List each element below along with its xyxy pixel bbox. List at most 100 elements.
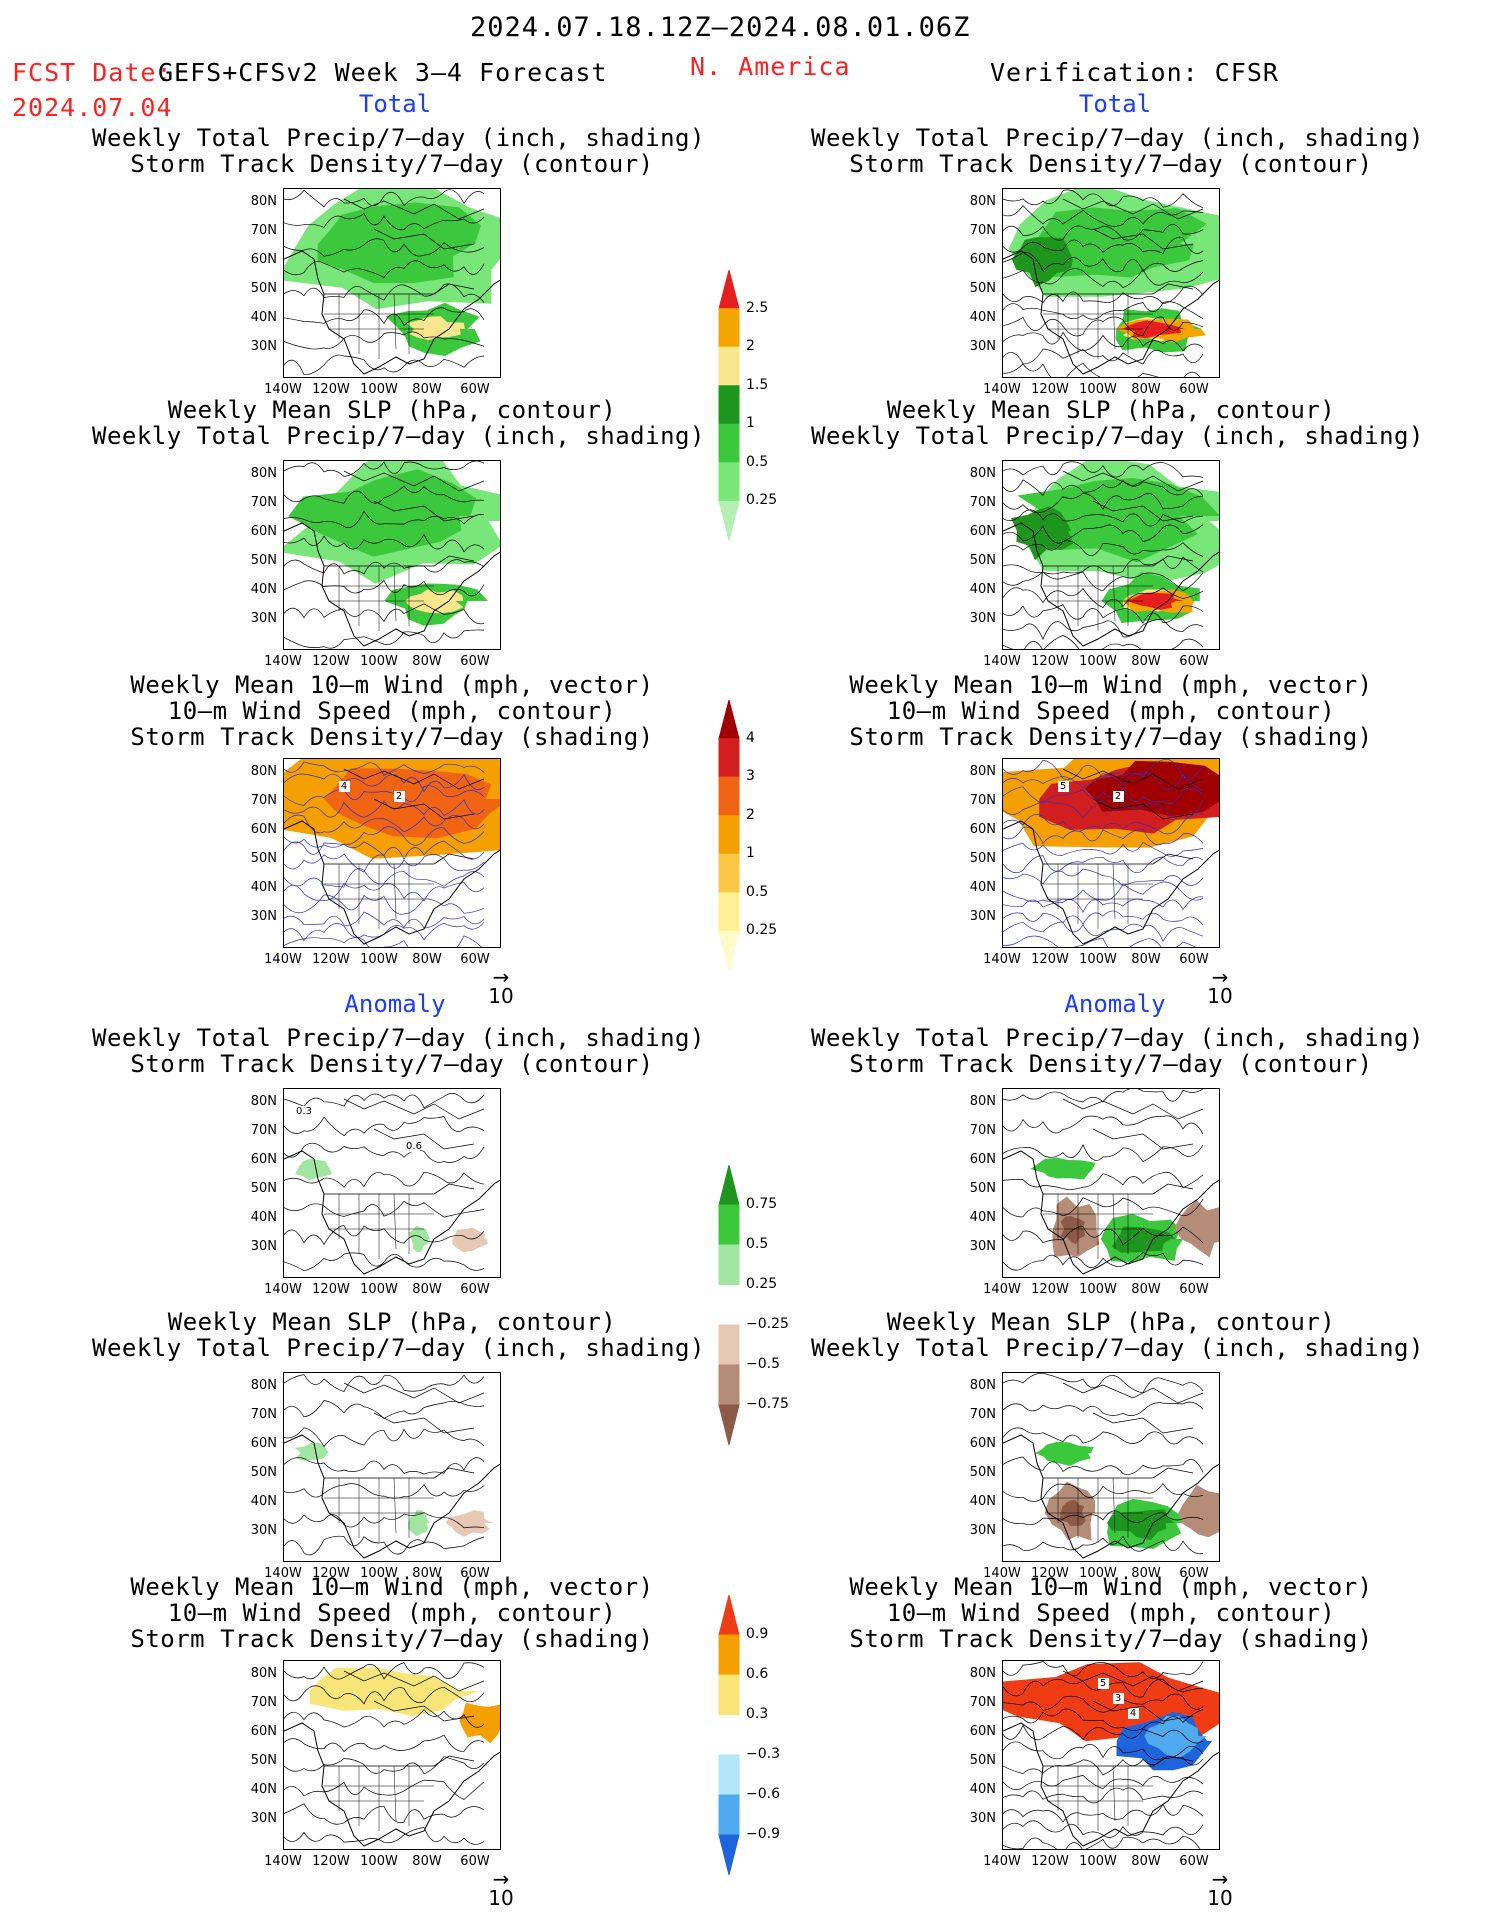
anom-contour — [1003, 1456, 1204, 1475]
colorbar-segment — [718, 1594, 740, 1636]
wind-contour — [284, 799, 485, 818]
panel-title-line: Weekly Total Precip/7–day (inch, shading… — [811, 422, 1424, 450]
panel-title-line: Weekly Total Precip/7–day (inch, shading… — [92, 124, 705, 152]
colorbar-segment — [718, 1164, 740, 1206]
anom-dry-east — [1178, 1484, 1219, 1538]
panel-title-line: Weekly Total Precip/7–day (inch, shading… — [92, 1024, 705, 1052]
lon-tick-label: 100W — [360, 1854, 398, 1869]
vector-reference-arrow-icon: → — [1211, 1867, 1229, 1891]
storm-contour — [284, 533, 485, 553]
lat-tick-label: 60N — [969, 252, 996, 267]
anom-contour — [284, 1225, 485, 1246]
anom-contour — [284, 1709, 485, 1728]
colorbar-segment — [718, 423, 740, 464]
lon-tick-label: 100W — [1079, 1854, 1117, 1869]
wind-contour — [284, 894, 485, 915]
storm-contour — [284, 238, 485, 257]
lat-tick-label: 80N — [969, 1378, 996, 1393]
state-borders — [324, 565, 434, 631]
colorbar-label: −0.25 — [746, 1316, 789, 1332]
anom-contour — [1003, 1787, 1204, 1804]
section-total-left: Total — [358, 90, 432, 118]
anom-dry — [445, 1510, 493, 1537]
anom-contour — [1003, 1510, 1204, 1526]
colorbar-storm-total: 4 3 2 1 0.5 0.25 — [718, 698, 777, 976]
panel-title-line: Weekly Mean SLP (hPa, contour) — [167, 1308, 617, 1336]
storm-contour — [1003, 331, 1204, 352]
lat-tick-label: 80N — [250, 1094, 277, 1109]
anom-contour — [1003, 1115, 1204, 1135]
lat-tick-label: 60N — [250, 822, 277, 837]
contour-label-bg — [409, 1141, 420, 1152]
colorbar-label: 0.5 — [746, 453, 769, 470]
lat-tick-label: 40N — [250, 1494, 277, 1509]
anom-contour — [284, 1200, 485, 1218]
lon-tick-label: 100W — [360, 382, 398, 397]
lat-tick-label: 80N — [969, 466, 996, 481]
map-svg: 0.3 0.6 — [284, 1089, 500, 1277]
wind-contour — [284, 785, 485, 806]
state-borders — [1043, 863, 1153, 929]
colorbar-precip-total: 2.5 2 1.5 1 0.5 0.25 — [718, 268, 777, 546]
lon-tick-label: 140W — [983, 952, 1021, 967]
anom-wet-2 — [408, 1225, 430, 1252]
storm-contour — [1003, 635, 1204, 649]
panel-title-line: Weekly Mean 10–m Wind (mph, vector) — [849, 1573, 1373, 1601]
colorbar-label: 2 — [746, 806, 755, 823]
anom-contour — [284, 1535, 485, 1556]
lat-tick-label: 70N — [969, 223, 996, 238]
map-svg: 52 — [1003, 759, 1219, 947]
anom-contour — [1003, 1089, 1204, 1103]
contour-label-bg — [1113, 1693, 1124, 1704]
storm-contour — [1003, 619, 1204, 640]
anom-wet-strong — [1107, 1509, 1175, 1541]
lon-tick-label: 60W — [460, 1854, 490, 1869]
anom-contour — [1003, 1820, 1204, 1838]
storm-contour — [1003, 224, 1204, 241]
anom-contour — [1003, 1708, 1204, 1731]
map-svg: 534 — [1003, 1661, 1219, 1849]
storm-shade-3 — [1085, 760, 1219, 817]
lat-tick-label: 40N — [969, 582, 996, 597]
lat-tick-label: 40N — [250, 880, 277, 895]
lat-tick-label: 30N — [250, 1523, 277, 1538]
storm-contour — [284, 485, 485, 504]
panel-title-line: Weekly Total Precip/7–day (inch, shading… — [811, 1024, 1424, 1052]
vector-reference-arrow-icon: → — [1211, 965, 1229, 989]
map-plot — [283, 1372, 501, 1562]
colorbar-label: 0.25 — [746, 492, 778, 509]
anom-contour — [1003, 1661, 1204, 1679]
precip-shade-max — [1122, 320, 1185, 339]
colorbar-segment — [718, 738, 740, 778]
lat-tick-label: 30N — [250, 1239, 277, 1254]
storm-contour — [1003, 587, 1204, 609]
contour-label-bg — [1098, 1678, 1109, 1689]
colorbar-segment — [719, 1715, 739, 1755]
storm-contour — [1003, 251, 1204, 273]
anom-contour — [1003, 1197, 1204, 1218]
colorbar-label: −0.3 — [746, 1746, 780, 1762]
lat-tick-label: 70N — [250, 495, 277, 510]
anom-contour — [284, 1734, 485, 1753]
colorbar-segment — [718, 500, 740, 542]
lat-tick-label: 70N — [250, 1695, 277, 1710]
map-svg — [284, 189, 500, 377]
storm-contour — [1003, 236, 1204, 254]
colorbar-label: 4 — [746, 729, 755, 746]
lat-tick-label: 40N — [250, 1210, 277, 1225]
lon-tick-label: 120W — [312, 1282, 350, 1297]
storm-contour — [284, 461, 485, 477]
lat-tick-label: 60N — [250, 1724, 277, 1739]
coastline — [284, 1434, 500, 1559]
lat-tick-label: 60N — [969, 524, 996, 539]
vector-reference-value: 10 — [1207, 1886, 1233, 1910]
panel-title-line: 10–m Wind Speed (mph, contour) — [167, 697, 617, 725]
lat-tick-label: 60N — [250, 524, 277, 539]
storm-contour — [284, 307, 485, 327]
lat-tick-label: 30N — [969, 611, 996, 626]
storm-contour — [1003, 189, 1204, 209]
panel-title-line: Weekly Mean 10–m Wind (mph, vector) — [130, 1573, 654, 1601]
lon-tick-label: 140W — [983, 1566, 1021, 1581]
contour-label: 2 — [396, 791, 402, 802]
colorbar-segment — [718, 930, 740, 972]
